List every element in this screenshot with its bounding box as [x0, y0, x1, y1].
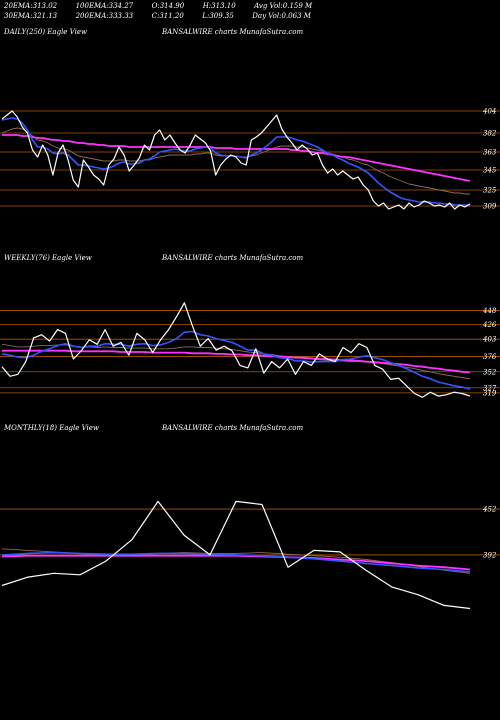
ema30-label: 30EMA: — [4, 12, 33, 20]
avg-vol-value: 0.159 M — [282, 2, 313, 10]
ema100-value: 334.27 — [108, 2, 134, 10]
daily-level-label-404: 404 — [482, 108, 496, 116]
weekly-level-label-448: 448 — [482, 307, 497, 315]
ema20-label: 20EMA: — [4, 2, 33, 10]
weekly-site-title: BANSALWIRE charts MunafaSutra.com — [162, 254, 304, 262]
ema200-value: 333.33 — [108, 12, 134, 20]
weekly-title: WEEKLY(76) Eagle View — [4, 254, 92, 262]
high-value: 313.10 — [211, 2, 236, 10]
weekly-ema-fast-line — [1, 330, 471, 390]
ema100-label: 100EMA: — [75, 2, 109, 10]
monthly-site-title: BANSALWIRE charts MunafaSutra.com — [162, 424, 304, 432]
monthly-title: MONTHLY(18) Eagle View — [4, 424, 99, 432]
ema20-value: 313.02 — [32, 2, 58, 10]
daily-level-label-363: 363 — [483, 149, 497, 157]
daily-price-line — [1, 110, 471, 210]
header-row-1: 20EMA:313.02 100EMA:334.27 O:314.90 H:31… — [4, 2, 312, 10]
weekly-level-label-403: 403 — [482, 336, 497, 344]
avg-vol-label: Avg Vol: — [254, 2, 283, 10]
weekly-price-line — [1, 302, 471, 398]
daily-ema-long-line — [2, 134, 471, 182]
weekly-level-label-327: 327 — [483, 384, 497, 392]
daily-site-title: BANSALWIRE charts MunafaSutra.com — [162, 28, 304, 36]
ema30-value: 321.13 — [32, 12, 58, 20]
monthly-price-line — [1, 500, 471, 610]
header-row-2: 30EMA:321.13 200EMA:333.33 C:311.20 L:30… — [4, 12, 311, 20]
day-vol-value: 0.063 M — [281, 12, 311, 20]
daily-chart: 404 382 363 345 325 309 — [0, 108, 500, 211]
monthly-ema-long-line — [1, 554, 471, 571]
weekly-level-label-376: 376 — [483, 353, 497, 361]
monthly-level-label-392: 392 — [483, 551, 497, 559]
weekly-level-label-352: 352 — [483, 368, 497, 376]
monthly-level-label-452: 452 — [482, 506, 497, 514]
daily-level-label-309: 309 — [483, 203, 497, 211]
high-label: H: — [202, 2, 212, 10]
open-value: 314.90 — [159, 2, 185, 10]
daily-level-label-325: 325 — [483, 187, 497, 195]
close-label: C: — [151, 12, 160, 20]
weekly-level-label-319: 319 — [483, 389, 497, 397]
low-label: L: — [202, 12, 210, 20]
ema200-label: 200EMA: — [75, 12, 109, 20]
weekly-level-label-426: 426 — [482, 321, 497, 329]
daily-level-label-382: 382 — [483, 130, 497, 138]
open-label: O: — [151, 2, 160, 10]
daily-ema-fast-line — [1, 117, 470, 206]
close-value: 311.20 — [159, 12, 184, 20]
daily-title: DAILY(250) Eagle View — [4, 28, 87, 36]
low-value: 309.35 — [209, 12, 234, 20]
daily-level-label-345: 345 — [483, 167, 497, 175]
day-vol-label: Day Vol: — [252, 12, 282, 20]
monthly-ema-fast-line — [1, 551, 471, 573]
